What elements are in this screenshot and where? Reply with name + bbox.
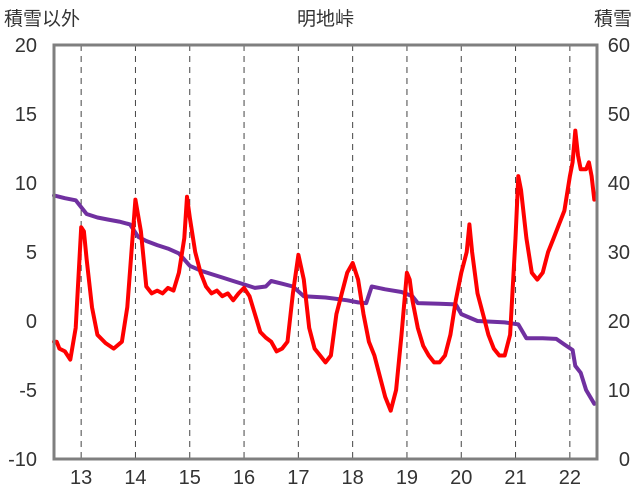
y-left-tick-label: 20 [15, 35, 37, 57]
x-tick-label: 18 [342, 467, 364, 489]
y-right-tick-label: 20 [608, 311, 630, 333]
y-left-tick-label: 10 [15, 173, 37, 195]
tick-labels: 13 14 15 16 17 18 19 20 21 22 -10 -5 0 5 10 15 20 0 10 20 30… [8, 35, 630, 489]
plot-frame [52, 43, 599, 461]
y-left-tick-label: 15 [15, 104, 37, 126]
y-left-tick-label: 5 [26, 242, 37, 264]
x-tick-label: 14 [124, 467, 146, 489]
y-right-label: 積雪 [594, 8, 632, 30]
y-right-tick-label: 50 [608, 104, 630, 126]
y-right-tick-label: 0 [619, 449, 630, 471]
x-tick-label: 21 [504, 467, 526, 489]
y-left-tick-label: 0 [26, 311, 37, 333]
x-tick-label: 20 [450, 467, 472, 489]
y-left-tick-label: -10 [8, 449, 37, 471]
grid-lines [80, 45, 571, 459]
x-tick-label: 16 [233, 467, 255, 489]
x-tick-label: 15 [179, 467, 201, 489]
y-right-tick-label: 60 [608, 35, 630, 57]
y-right-tick-label: 30 [608, 242, 630, 264]
chart-title: 明地峠 [297, 8, 354, 30]
y-left-tick-label: -5 [19, 380, 37, 402]
x-tick-label: 17 [287, 467, 309, 489]
x-tick-label: 19 [396, 467, 418, 489]
series-line-other [52, 128, 597, 413]
y-right-tick-label: 40 [608, 173, 630, 195]
y-left-label: 積雪以外 [4, 8, 80, 30]
x-tick-label: 22 [559, 467, 581, 489]
y-right-tick-label: 10 [608, 380, 630, 402]
series-group [52, 128, 597, 413]
x-tick-label: 13 [70, 467, 92, 489]
